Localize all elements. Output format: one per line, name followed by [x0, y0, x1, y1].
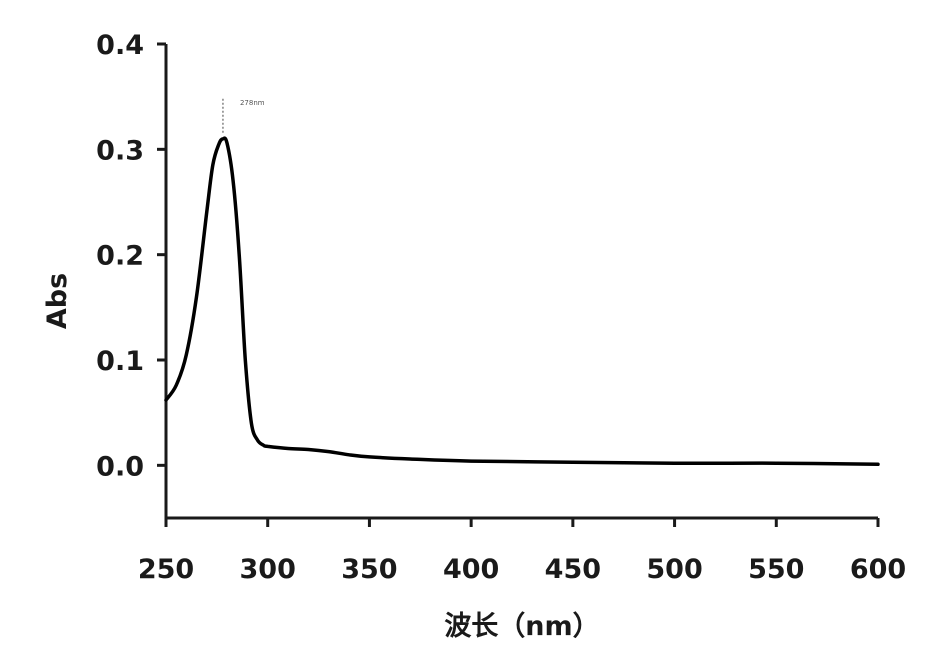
x-ticks: 250 300 350 400 450 500 550 600: [138, 518, 906, 585]
x-tick-label: 400: [443, 554, 499, 585]
y-tick-label: 0.1: [96, 346, 144, 377]
x-tick-label: 450: [545, 554, 601, 585]
y-ticks: 0.0 0.1 0.2 0.3 0.4: [96, 30, 166, 482]
y-tick-label: 0.0: [96, 451, 144, 482]
absorbance-series-line: [166, 138, 878, 464]
y-tick-label: 0.2: [96, 241, 144, 272]
series-layer: [166, 138, 878, 464]
x-tick-label: 500: [646, 554, 702, 585]
y-axis-title: Abs: [42, 273, 73, 329]
y-tick-label: 0.4: [96, 30, 144, 61]
x-tick-label: 300: [240, 554, 296, 585]
y-tick-label: 0.3: [96, 135, 144, 166]
peak-annotation-label: 278nm: [240, 99, 265, 107]
x-tick-label: 250: [138, 554, 194, 585]
x-tick-label: 350: [341, 554, 397, 585]
annotation-layer: 278nm: [223, 99, 265, 133]
x-axis-title: 波长（nm）: [444, 611, 599, 642]
x-tick-label: 600: [850, 554, 906, 585]
x-tick-label: 550: [748, 554, 804, 585]
